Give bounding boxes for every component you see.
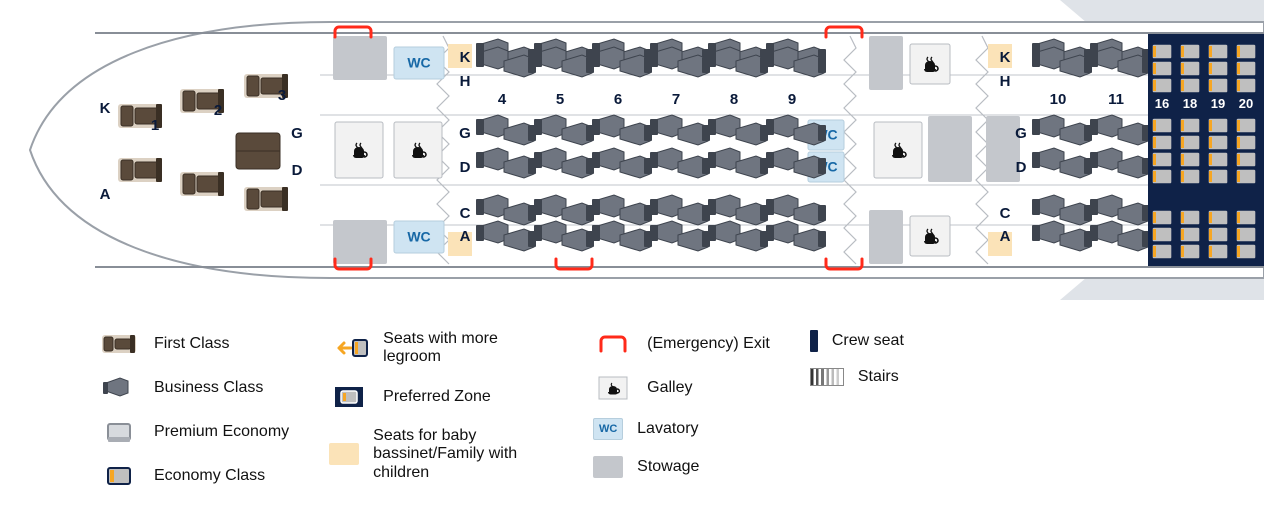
- legend-crew: Crew seat: [810, 330, 904, 352]
- legend-galley: Galley: [593, 374, 770, 402]
- svg-text:9: 9: [788, 91, 796, 108]
- svg-text:WC: WC: [407, 55, 430, 71]
- svg-text:1: 1: [151, 117, 159, 134]
- svg-text:A: A: [1000, 228, 1011, 245]
- legend-label: Crew seat: [832, 332, 904, 350]
- legend-stow: Stowage: [593, 456, 770, 478]
- svg-text:20: 20: [1239, 96, 1253, 111]
- svg-text:G: G: [459, 125, 471, 142]
- svg-text:D: D: [460, 159, 471, 176]
- legend: First Class Business Class Premium Economy…: [100, 330, 904, 490]
- legend-stairs: Stairs: [810, 368, 904, 386]
- svg-text:A: A: [100, 186, 111, 203]
- legend-biz: Business Class: [100, 374, 289, 402]
- svg-text:18: 18: [1183, 96, 1197, 111]
- legend-label: Lavatory: [637, 420, 698, 438]
- svg-text:2: 2: [214, 102, 222, 119]
- svg-text:WC: WC: [407, 229, 430, 245]
- legend-label: Stowage: [637, 458, 699, 476]
- svg-text:11: 11: [1108, 91, 1124, 108]
- svg-text:K: K: [460, 49, 471, 66]
- svg-text:H: H: [460, 73, 471, 90]
- legend-label: (Emergency) Exit: [647, 335, 770, 353]
- svg-text:G: G: [1015, 125, 1027, 142]
- svg-text:D: D: [292, 162, 303, 179]
- svg-text:8: 8: [730, 91, 738, 108]
- legend-prem: Premium Economy: [100, 418, 289, 446]
- legend-label: First Class: [154, 335, 230, 353]
- svg-text:K: K: [1000, 49, 1011, 66]
- svg-text:16: 16: [1155, 96, 1169, 111]
- legend-label: Stairs: [858, 368, 899, 386]
- svg-text:H: H: [1000, 73, 1011, 90]
- svg-text:10: 10: [1050, 91, 1067, 108]
- svg-text:G: G: [291, 125, 303, 142]
- legend-pref: Preferred Zone: [329, 383, 553, 411]
- legend-legroom: Seats with more legroom: [329, 330, 553, 367]
- svg-text:A: A: [460, 228, 471, 245]
- legend-label: Premium Economy: [154, 423, 289, 441]
- legend-wc: WCLavatory: [593, 418, 770, 440]
- legend-label: Seats for baby bassinet/Family with chil…: [373, 427, 543, 482]
- legend-label: Galley: [647, 379, 692, 397]
- legend-label: Seats with more legroom: [383, 330, 553, 367]
- svg-text:5: 5: [556, 91, 564, 108]
- legend-label: Business Class: [154, 379, 263, 397]
- svg-text:D: D: [1016, 159, 1027, 176]
- legend-first: First Class: [100, 330, 289, 358]
- svg-text:6: 6: [614, 91, 622, 108]
- legend-baby: Seats for baby bassinet/Family with chil…: [329, 427, 553, 482]
- svg-text:7: 7: [672, 91, 680, 108]
- svg-text:4: 4: [498, 91, 507, 108]
- svg-text:19: 19: [1211, 96, 1225, 111]
- legend-exit: (Emergency) Exit: [593, 330, 770, 358]
- legend-label: Preferred Zone: [383, 388, 491, 406]
- svg-text:C: C: [460, 205, 471, 222]
- svg-text:K: K: [100, 100, 111, 117]
- svg-text:C: C: [1000, 205, 1011, 222]
- seat-map: WCWCWCWCGDKA123KHGDCA4567891011KHGDCA161…: [0, 0, 1264, 525]
- legend-label: Economy Class: [154, 467, 265, 485]
- svg-text:3: 3: [278, 87, 286, 104]
- legend-econ: Economy Class: [100, 462, 289, 490]
